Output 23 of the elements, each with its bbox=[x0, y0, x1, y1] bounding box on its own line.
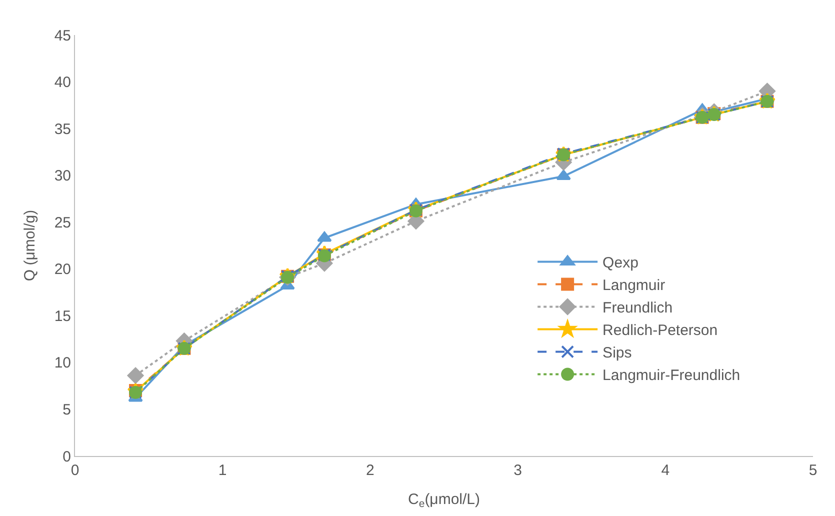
y-tick-label: 30 bbox=[54, 168, 71, 185]
legend-label: Freundlich bbox=[602, 300, 673, 317]
y-tick-label: 40 bbox=[54, 74, 71, 92]
y-tick-label: 25 bbox=[54, 214, 71, 232]
legend-label: Langmuir-Freundlich bbox=[602, 367, 740, 384]
x-axis-title: C$_{e}$(μmol/L) bbox=[408, 491, 480, 510]
y-tick-label: 20 bbox=[54, 261, 71, 278]
x-tick-label: 5 bbox=[808, 462, 818, 479]
y-tick-label: 35 bbox=[54, 120, 71, 138]
x-tick-label: 4 bbox=[661, 462, 670, 479]
y-tick-label: 5 bbox=[62, 401, 71, 418]
legend-label: Redlich-Peterson bbox=[602, 322, 718, 340]
legend-label: Sips bbox=[602, 344, 632, 362]
x-tick-label: 3 bbox=[514, 462, 522, 479]
y-tick-label: 15 bbox=[54, 308, 71, 325]
x-tick-label: 2 bbox=[366, 462, 374, 479]
y-tick-label: 10 bbox=[54, 354, 71, 372]
legend-label: Qexp bbox=[602, 254, 638, 272]
y-axis-title: Q (μmol/g) bbox=[22, 210, 39, 282]
x-tick-label: 1 bbox=[218, 462, 227, 479]
legend-label: Langmuir bbox=[602, 277, 666, 294]
y-tick-label: 45 bbox=[54, 27, 71, 44]
y-tick-label: 0 bbox=[62, 448, 71, 466]
